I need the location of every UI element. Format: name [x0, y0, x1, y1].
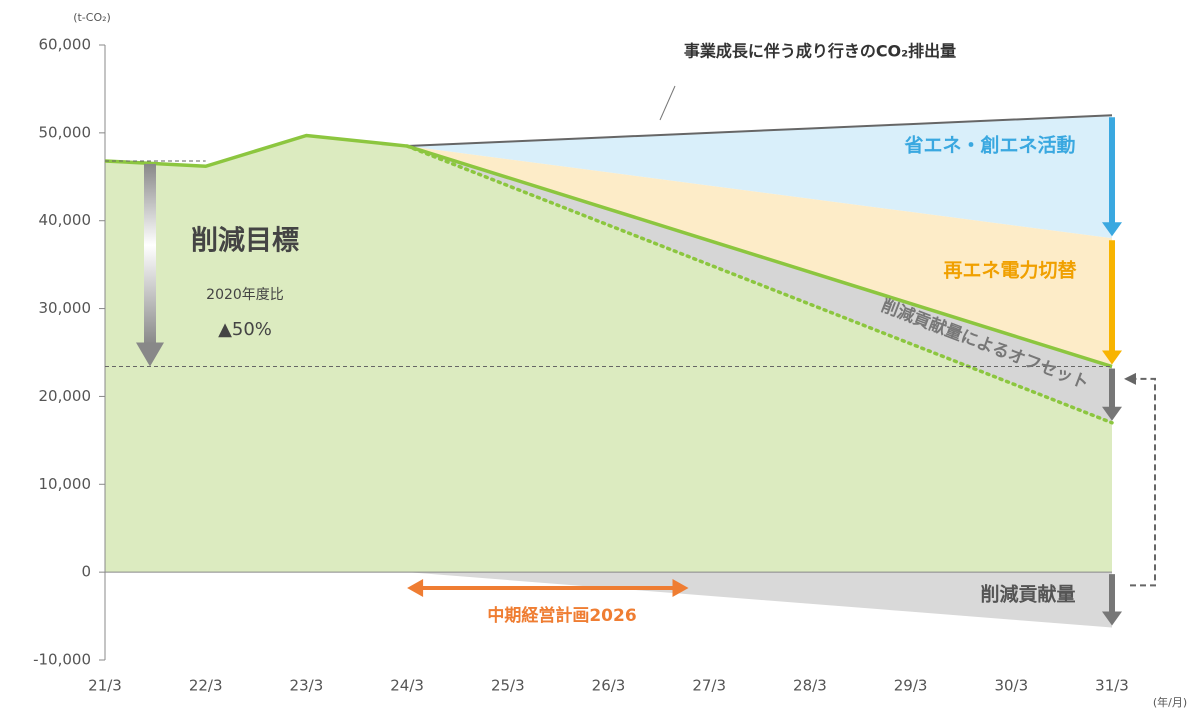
y-tick-label: 60,000 [39, 36, 92, 54]
y-unit: (t-CO₂) [73, 11, 111, 24]
arrow-head [1102, 406, 1122, 421]
y-tick-label: 20,000 [39, 387, 92, 405]
contribution-label: 削減貢献量 [980, 583, 1075, 606]
target-arrow [136, 163, 164, 367]
bau-line [407, 114, 1113, 148]
x-tick-label: 23/3 [290, 677, 324, 695]
contribution-arrow [1102, 574, 1122, 626]
x-unit: (年/月) [1153, 695, 1187, 709]
arrow-head [136, 342, 164, 367]
y-tick-label: 0 [81, 563, 91, 581]
y-tick-label: -10,000 [33, 651, 91, 669]
x-tick-label: 27/3 [692, 677, 726, 695]
x-tick-label: 26/3 [592, 677, 626, 695]
x-tick-label: 25/3 [491, 677, 525, 695]
target-reduction: ▲50% [218, 319, 272, 340]
y-tick-label: 40,000 [39, 211, 92, 229]
x-tick-label: 21/3 [88, 677, 122, 695]
arrow-head [1102, 222, 1122, 237]
bau-label: 事業成長に伴う成り行きのCO₂排出量 [684, 42, 956, 61]
y-tick-label: 50,000 [39, 123, 92, 141]
offset-arrow [1102, 368, 1122, 421]
arrow-head [1102, 611, 1122, 626]
x-tick-label: 22/3 [189, 677, 223, 695]
offset-line [405, 144, 1114, 425]
area [407, 572, 1113, 628]
plan-label: 中期経営計画2026 [487, 605, 636, 626]
arrow-shaft [144, 163, 156, 345]
x-tick-label: 31/3 [1095, 677, 1129, 695]
area [407, 115, 1113, 239]
arrow-head [1102, 350, 1122, 365]
target-label: 削減目標 [191, 226, 299, 257]
energy-label: 省エネ・創エネ活動 [903, 134, 1075, 157]
emission-line [104, 133, 1113, 369]
energy-arrow [1102, 117, 1122, 237]
plan-arrow-head [407, 579, 424, 597]
y-tick-label: 30,000 [39, 299, 92, 317]
x-tick-label: 28/3 [793, 677, 827, 695]
target-basis: 2020年度比 [206, 287, 284, 303]
bracket-head [1124, 372, 1136, 385]
x-tick-label: 24/3 [390, 677, 424, 695]
y-tick-label: 10,000 [39, 475, 92, 493]
leader-line [659, 85, 676, 121]
plan-arrow-head [672, 579, 689, 597]
renewable-label: 再エネ電力切替 [943, 259, 1077, 282]
bracket [1130, 377, 1156, 587]
x-tick-label: 29/3 [894, 677, 928, 695]
area [105, 135, 1112, 573]
x-tick-label: 30/3 [994, 677, 1028, 695]
renewable-arrow [1102, 240, 1122, 365]
